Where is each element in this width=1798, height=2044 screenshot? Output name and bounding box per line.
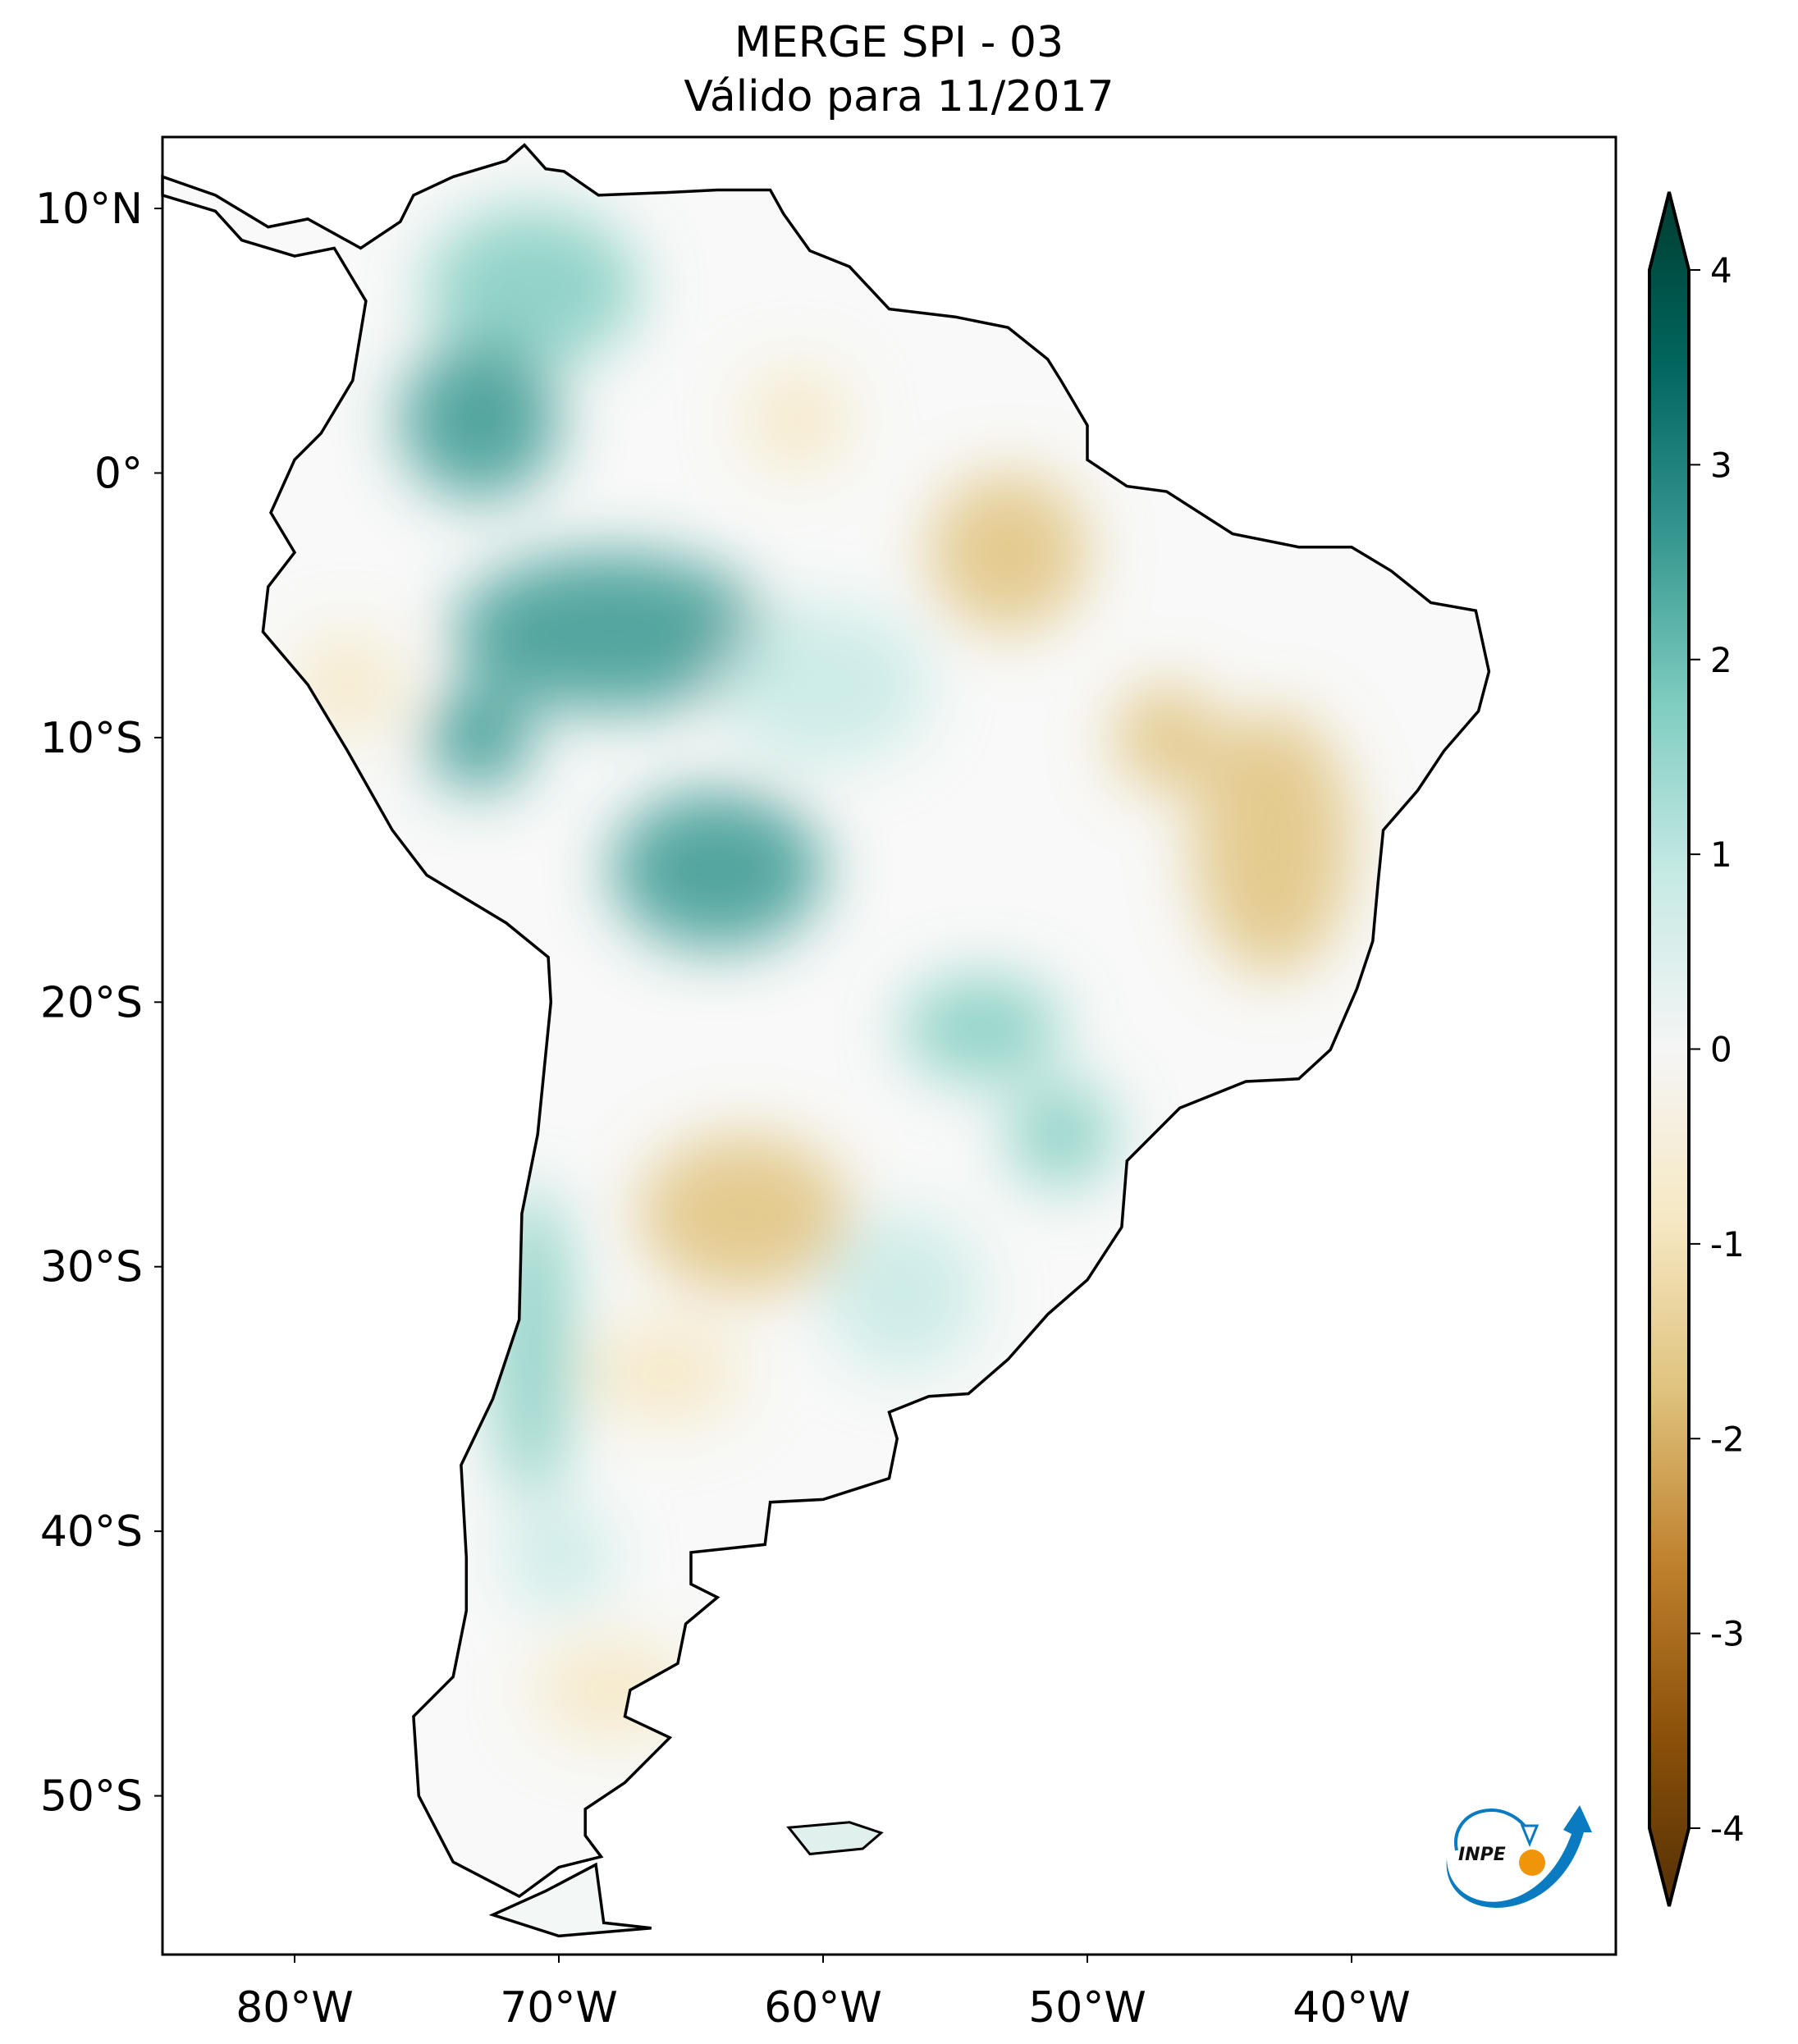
spi-anomaly-region	[454, 552, 770, 711]
spi-anomaly-region	[929, 473, 1087, 632]
spi-anomaly-region	[743, 367, 849, 473]
x-tick-label: 70°W	[500, 1983, 618, 2033]
spi-anomaly-region	[427, 684, 533, 790]
colorbar-tick-label: 0	[1710, 1030, 1732, 1070]
x-tick-label: 50°W	[1028, 1983, 1146, 2033]
spi-anomaly-region	[427, 208, 638, 367]
spi-anomaly-region	[492, 1188, 572, 1504]
colorbar-tick-label: -2	[1710, 1419, 1745, 1459]
map-title-line1: MERGE SPI - 03	[734, 18, 1064, 67]
logo-arrow-icon	[1446, 1805, 1592, 1908]
y-tick-label: 10°S	[40, 714, 143, 763]
colorbar-tick-label: 3	[1710, 445, 1732, 485]
spi-anomaly-region	[1008, 1081, 1114, 1187]
logo-text: INPE	[1458, 1845, 1506, 1865]
colorbar-tick-label: -4	[1710, 1809, 1745, 1849]
spi-anomaly-region	[400, 341, 559, 499]
spi-anomaly-region	[533, 1637, 691, 1743]
colorbar: 4 3 2 1 0 -1 -2 -3 -4	[1648, 191, 1745, 1907]
y-axis: 10°N 0° 10°S 20°S 30°S 40°S 50°S	[35, 185, 162, 1822]
spi-anomaly-region	[506, 1505, 611, 1611]
colorbar-tick-label: -1	[1710, 1224, 1745, 1264]
land-fill	[161, 143, 1491, 1938]
logo-sun-icon	[1519, 1850, 1545, 1876]
spi-anomaly-region	[823, 1214, 981, 1372]
map-title-line2: Válido para 11/2017	[684, 72, 1114, 121]
map-frame	[161, 135, 1617, 1956]
y-tick-label: 30°S	[40, 1243, 143, 1292]
y-tick-label: 10°N	[35, 185, 143, 234]
colorbar-tick-label: 1	[1710, 835, 1732, 875]
tierra-del-fuego	[488, 1862, 652, 1938]
x-tick-label: 60°W	[764, 1983, 882, 2033]
inpe-logo: INPE	[1446, 1805, 1592, 1908]
x-tick-label: 80°W	[236, 1983, 354, 2033]
y-tick-label: 50°S	[40, 1772, 143, 1822]
spi-anomaly-region	[718, 606, 928, 764]
spi-anomaly-region	[1193, 711, 1352, 975]
spi-anomaly-region	[612, 791, 823, 949]
x-axis: 80°W 70°W 60°W 50°W 40°W	[236, 1955, 1411, 2033]
y-tick-label: 0°	[94, 449, 143, 498]
colorbar-tick-label: -3	[1710, 1614, 1745, 1654]
spi-anomaly-region	[638, 1135, 849, 1293]
colorbar-tick-label: 2	[1710, 640, 1732, 680]
logo-arc-icon	[1454, 1809, 1532, 1851]
spi-anomaly-region	[903, 976, 1061, 1081]
y-tick-label: 20°S	[40, 978, 143, 1027]
y-tick-label: 40°S	[40, 1507, 143, 1557]
falkland-islands	[786, 1821, 884, 1856]
spi-anomaly-region	[585, 1319, 743, 1425]
spi-anomaly-region	[1114, 684, 1219, 790]
x-tick-label: 40°W	[1292, 1983, 1411, 2033]
colorbar-tick-label: 4	[1710, 250, 1732, 290]
spi-anomaly-region	[295, 632, 400, 738]
